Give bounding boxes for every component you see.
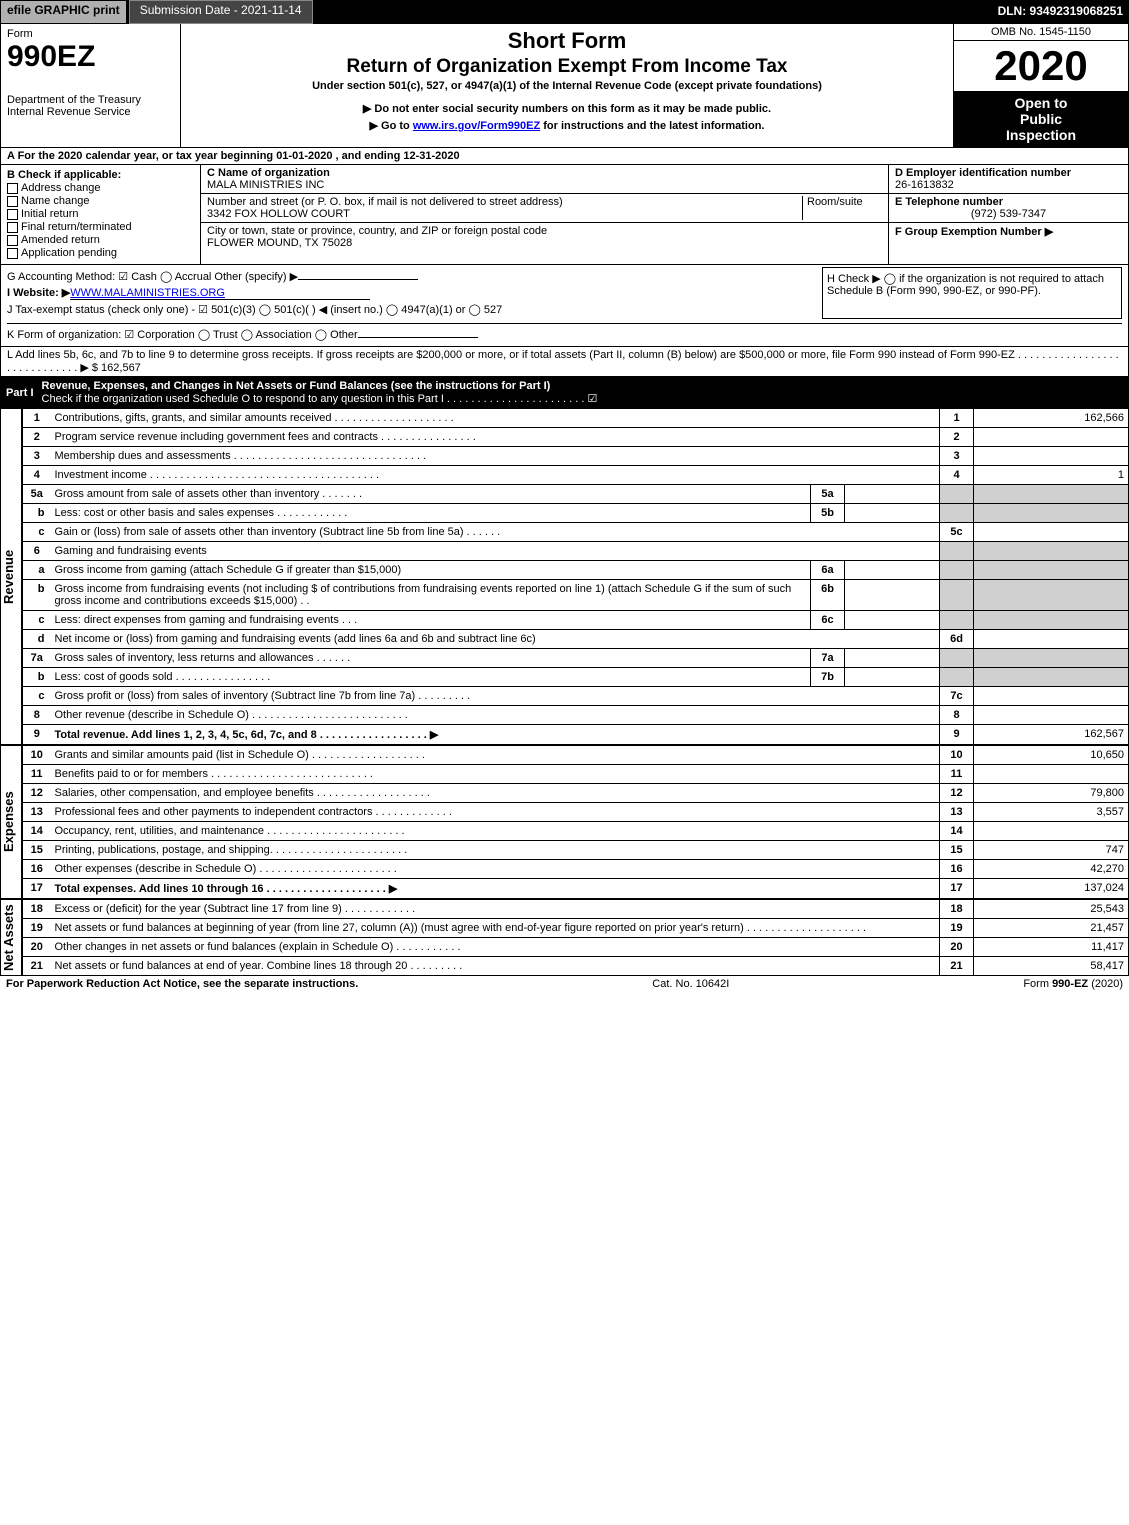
goto-pre: ▶ Go to <box>370 120 413 132</box>
header-mid: Short Form Return of Organization Exempt… <box>181 24 953 147</box>
row-ghijk: G Accounting Method: ☑ Cash ◯ Accrual Ot… <box>0 265 1129 347</box>
form-header: Form 990EZ Department of the Treasury In… <box>0 24 1129 148</box>
top-bar: efile GRAPHIC print Submission Date - 20… <box>0 0 1129 24</box>
website-link[interactable]: WWW.MALAMINISTRIES.ORG <box>70 287 225 299</box>
footer-cat: Cat. No. 10642I <box>652 978 729 990</box>
b-title: B Check if applicable: <box>7 169 194 181</box>
city-lab: City or town, state or province, country… <box>207 225 547 237</box>
addr-lab: Number and street (or P. O. box, if mail… <box>207 196 563 208</box>
section-bcdef: B Check if applicable: Address change Na… <box>0 165 1129 265</box>
title-return: Return of Organization Exempt From Incom… <box>187 56 947 78</box>
tax-year: 2020 <box>954 41 1128 91</box>
revenue-sidelabel: Revenue <box>0 408 22 745</box>
part-i-sub: Check if the organization used Schedule … <box>42 393 598 405</box>
phone: (972) 539-7347 <box>895 208 1122 220</box>
dln: DLN: 93492319068251 <box>992 0 1129 24</box>
org-addr: 3342 FOX HOLLOW COURT <box>207 208 350 220</box>
insp3: Inspection <box>956 127 1126 143</box>
expenses-table: 10Grants and similar amounts paid (list … <box>22 745 1129 899</box>
chk-amended-return[interactable]: Amended return <box>7 234 194 246</box>
irs-link[interactable]: www.irs.gov/Form990EZ <box>413 120 540 132</box>
revenue-table: 1Contributions, gifts, grants, and simil… <box>22 408 1129 745</box>
row-k: K Form of organization: ☑ Corporation ◯ … <box>7 323 1122 341</box>
c-lab: C Name of organization <box>207 167 330 179</box>
chk-initial-return[interactable]: Initial return <box>7 208 194 220</box>
row-i: I Website: ▶WWW.MALAMINISTRIES.ORG <box>7 286 814 300</box>
d-lab: D Employer identification number <box>895 167 1071 179</box>
e-lab: E Telephone number <box>895 196 1003 208</box>
goto-post: for instructions and the latest informat… <box>540 120 764 132</box>
row-j: J Tax-exempt status (check only one) - ☑… <box>7 303 814 316</box>
title-short-form: Short Form <box>187 28 947 54</box>
expenses-block: Expenses 10Grants and similar amounts pa… <box>0 745 1129 899</box>
header-left: Form 990EZ Department of the Treasury In… <box>1 24 181 147</box>
insp1: Open to <box>956 95 1126 111</box>
footer-right: Form 990-EZ (2020) <box>1023 978 1123 990</box>
row-h: H Check ▶ ◯ if the organization is not r… <box>827 272 1117 297</box>
col-c: C Name of organization MALA MINISTRIES I… <box>201 165 888 264</box>
chk-name-change[interactable]: Name change <box>7 195 194 207</box>
department: Department of the Treasury Internal Reve… <box>7 94 174 118</box>
form-label: Form <box>7 28 174 40</box>
chk-application-pending[interactable]: Application pending <box>7 247 194 259</box>
netassets-block: Net Assets 18Excess or (deficit) for the… <box>0 899 1129 976</box>
expenses-sidelabel: Expenses <box>0 745 22 899</box>
subtitle-code: Under section 501(c), 527, or 4947(a)(1)… <box>187 80 947 92</box>
efile-print-button[interactable]: efile GRAPHIC print <box>0 0 127 24</box>
org-name: MALA MINISTRIES INC <box>207 179 324 191</box>
col-def: D Employer identification number 26-1613… <box>888 165 1128 264</box>
revenue-block: Revenue 1Contributions, gifts, grants, a… <box>0 408 1129 745</box>
header-right: OMB No. 1545-1150 2020 Open to Public In… <box>953 24 1128 147</box>
row-g: G Accounting Method: ☑ Cash ◯ Accrual Ot… <box>7 270 814 283</box>
part-i-header: Part I Revenue, Expenses, and Changes in… <box>0 377 1129 408</box>
org-city: FLOWER MOUND, TX 75028 <box>207 237 352 249</box>
netassets-sidelabel: Net Assets <box>0 899 22 976</box>
inspection-box: Open to Public Inspection <box>954 91 1128 147</box>
part-i-lab: Part I <box>6 387 42 399</box>
insp2: Public <box>956 111 1126 127</box>
row-a: A For the 2020 calendar year, or tax yea… <box>0 148 1129 165</box>
footer: For Paperwork Reduction Act Notice, see … <box>0 976 1129 992</box>
row-l: L Add lines 5b, 6c, and 7b to line 9 to … <box>0 347 1129 377</box>
f-lab: F Group Exemption Number ▶ <box>895 226 1053 238</box>
ssn-warning: ▶ Do not enter social security numbers o… <box>187 102 947 115</box>
chk-address-change[interactable]: Address change <box>7 182 194 194</box>
footer-left: For Paperwork Reduction Act Notice, see … <box>6 978 358 990</box>
part-i-txt: Revenue, Expenses, and Changes in Net As… <box>42 380 551 392</box>
netassets-table: 18Excess or (deficit) for the year (Subt… <box>22 899 1129 976</box>
chk-final-return[interactable]: Final return/terminated <box>7 221 194 233</box>
room-lab: Room/suite <box>807 196 863 208</box>
col-b: B Check if applicable: Address change Na… <box>1 165 201 264</box>
form-number: 990EZ <box>7 40 174 74</box>
goto-line: ▶ Go to www.irs.gov/Form990EZ for instru… <box>187 119 947 132</box>
omb-number: OMB No. 1545-1150 <box>954 24 1128 41</box>
ein: 26-1613832 <box>895 179 954 191</box>
submission-date: Submission Date - 2021-11-14 <box>129 0 313 24</box>
